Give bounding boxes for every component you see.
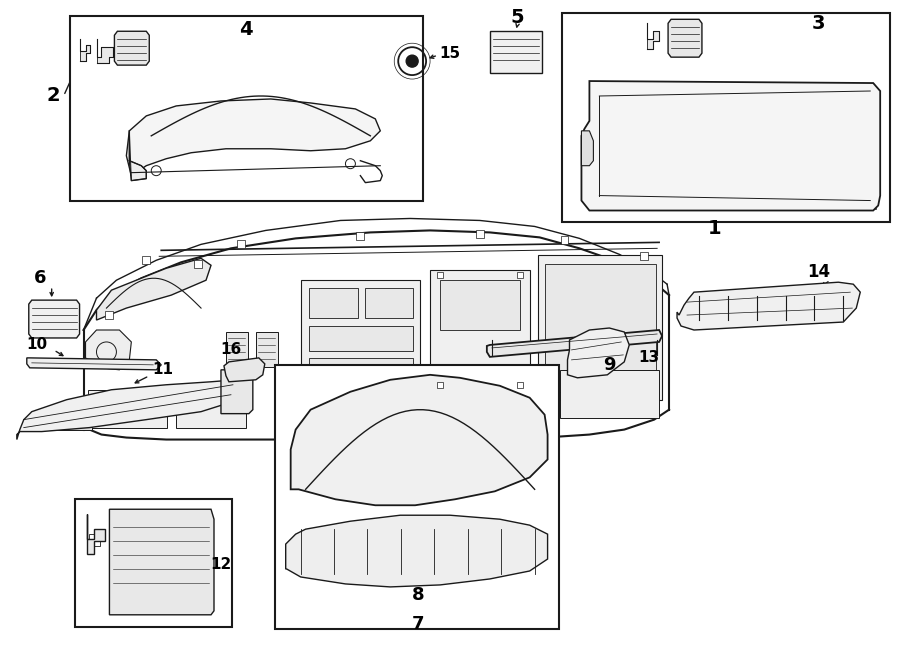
Polygon shape — [27, 358, 161, 370]
Polygon shape — [224, 358, 265, 382]
Bar — [226, 332, 248, 367]
Bar — [87, 390, 167, 428]
Polygon shape — [110, 509, 214, 615]
Polygon shape — [97, 39, 113, 63]
Bar — [142, 256, 150, 264]
Text: 13: 13 — [639, 350, 660, 366]
Bar — [561, 237, 569, 245]
Text: 2: 2 — [47, 87, 60, 106]
Bar — [562, 13, 890, 223]
Text: 9: 9 — [603, 356, 616, 374]
Bar — [517, 382, 523, 388]
Bar — [608, 109, 866, 190]
Text: 6: 6 — [33, 269, 46, 288]
Polygon shape — [126, 99, 381, 176]
Bar — [296, 385, 385, 426]
Text: 16: 16 — [220, 342, 241, 358]
Text: 5: 5 — [511, 8, 525, 27]
Bar — [440, 280, 519, 330]
Polygon shape — [647, 23, 659, 49]
Bar — [176, 390, 246, 428]
Bar — [105, 311, 113, 319]
Polygon shape — [668, 19, 702, 57]
Bar — [88, 534, 101, 546]
Bar — [75, 499, 232, 627]
Text: 15: 15 — [439, 46, 461, 61]
Text: 7: 7 — [412, 615, 425, 633]
Text: 12: 12 — [211, 557, 231, 572]
Bar — [231, 364, 256, 378]
Polygon shape — [130, 131, 147, 180]
Bar — [826, 198, 846, 208]
Bar — [237, 241, 245, 249]
Bar — [544, 264, 656, 392]
Polygon shape — [79, 39, 89, 61]
Bar — [274, 365, 559, 629]
Text: 1: 1 — [708, 219, 722, 238]
Polygon shape — [86, 514, 105, 554]
Polygon shape — [96, 258, 211, 320]
Bar — [437, 382, 443, 388]
Bar — [475, 378, 554, 424]
Bar — [194, 260, 202, 268]
Bar — [767, 198, 787, 208]
Text: 8: 8 — [412, 586, 425, 604]
Polygon shape — [17, 380, 243, 440]
Text: 11: 11 — [153, 362, 174, 377]
Bar — [617, 198, 637, 208]
Polygon shape — [677, 282, 860, 330]
Bar — [437, 272, 443, 278]
Polygon shape — [568, 328, 629, 378]
Bar — [309, 288, 358, 318]
Polygon shape — [285, 515, 547, 587]
Text: 10: 10 — [26, 337, 48, 352]
Bar — [517, 272, 523, 278]
Bar — [69, 17, 423, 200]
Bar — [537, 255, 662, 400]
Bar — [640, 253, 648, 260]
Bar — [309, 358, 413, 403]
Polygon shape — [29, 300, 79, 338]
Circle shape — [406, 55, 419, 67]
Polygon shape — [581, 131, 593, 166]
Text: 14: 14 — [807, 263, 830, 281]
Bar — [430, 270, 530, 390]
Bar — [256, 332, 278, 367]
Bar — [737, 198, 757, 208]
Bar — [301, 280, 420, 410]
Polygon shape — [291, 375, 547, 505]
Polygon shape — [487, 330, 662, 357]
Text: 4: 4 — [239, 20, 253, 39]
Bar — [309, 326, 413, 351]
Bar — [560, 370, 659, 418]
Bar — [356, 233, 365, 241]
Bar — [476, 231, 484, 239]
Bar — [856, 198, 877, 208]
Bar — [365, 288, 413, 318]
Bar — [225, 374, 247, 410]
Bar — [647, 198, 667, 208]
Bar — [706, 198, 727, 208]
Bar — [677, 198, 697, 208]
Polygon shape — [86, 330, 131, 370]
Bar — [391, 380, 470, 424]
Bar — [47, 406, 92, 430]
Polygon shape — [581, 81, 880, 210]
Text: 3: 3 — [812, 14, 825, 33]
Bar — [796, 198, 816, 208]
Bar — [490, 31, 542, 73]
Polygon shape — [114, 31, 149, 65]
Polygon shape — [221, 366, 253, 414]
